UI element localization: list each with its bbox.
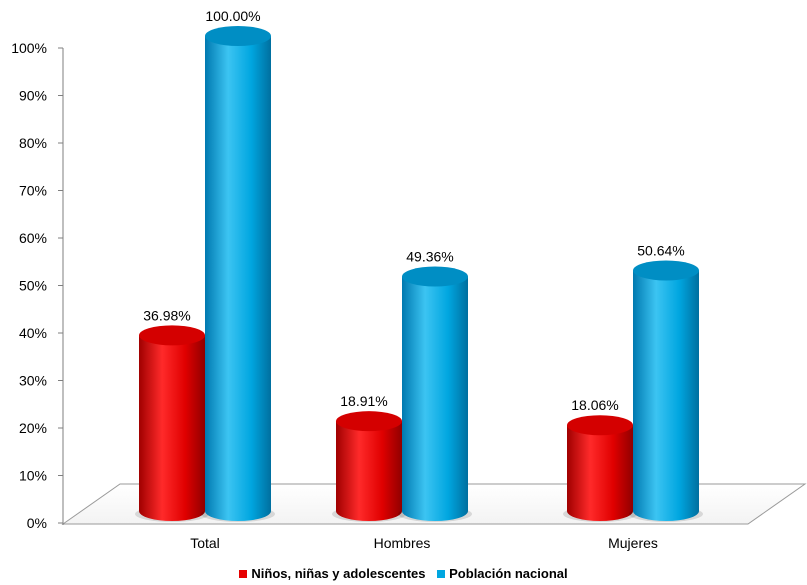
- bar: [201, 26, 275, 522]
- bar: [398, 267, 472, 522]
- data-label: 36.98%: [143, 307, 190, 323]
- y-tick-label: 50%: [19, 278, 47, 294]
- x-axis-labels: Total Hombres Mujeres: [190, 535, 658, 551]
- legend-item-ninos: Niños, niñas y adolescentes: [239, 566, 425, 581]
- legend-label: Niños, niñas y adolescentes: [251, 566, 425, 581]
- data-label: 49.36%: [406, 249, 453, 265]
- y-tick-label: 20%: [19, 420, 47, 436]
- y-tick-label: 30%: [19, 373, 47, 389]
- bar-body: [567, 425, 633, 521]
- bar-body: [336, 421, 402, 521]
- bar-top: [336, 411, 402, 431]
- bar: [135, 325, 209, 522]
- x-category-label: Hombres: [374, 535, 431, 551]
- bar-top: [402, 267, 468, 287]
- x-category-label: Total: [190, 535, 220, 551]
- legend-item-poblacion: Población nacional: [437, 566, 567, 581]
- bar-top: [633, 260, 699, 280]
- bar-top: [139, 325, 205, 345]
- y-axis: 0% 10% 20% 30% 40% 50% 60% 70% 80% 90% 100%: [11, 40, 63, 531]
- y-tick-label: 10%: [19, 468, 47, 484]
- data-label: 50.64%: [637, 242, 684, 258]
- legend: Niños, niñas y adolescentes Población na…: [0, 566, 807, 581]
- legend-swatch-blue: [437, 570, 445, 578]
- bar: [332, 411, 406, 522]
- y-tick-label: 40%: [19, 325, 47, 341]
- data-label: 18.91%: [340, 393, 387, 409]
- bar-body: [205, 36, 271, 521]
- bar-body: [139, 335, 205, 521]
- y-tick-label: 100%: [11, 40, 47, 56]
- data-label: 18.06%: [571, 397, 618, 413]
- bar-body: [633, 270, 699, 521]
- y-tick-label: 60%: [19, 230, 47, 246]
- bar: [629, 260, 703, 522]
- legend-swatch-red: [239, 570, 247, 578]
- legend-label: Población nacional: [449, 566, 567, 581]
- bar-top: [205, 26, 271, 46]
- y-tick-label: 0%: [27, 515, 47, 531]
- bars: [135, 26, 703, 522]
- bar: [563, 415, 637, 522]
- bar-body: [402, 277, 468, 521]
- bar-top: [567, 415, 633, 435]
- x-category-label: Mujeres: [608, 535, 658, 551]
- data-label: 100.00%: [205, 8, 260, 24]
- y-tick-label: 70%: [19, 183, 47, 199]
- y-tick-label: 90%: [19, 88, 47, 104]
- y-tick-label: 80%: [19, 135, 47, 151]
